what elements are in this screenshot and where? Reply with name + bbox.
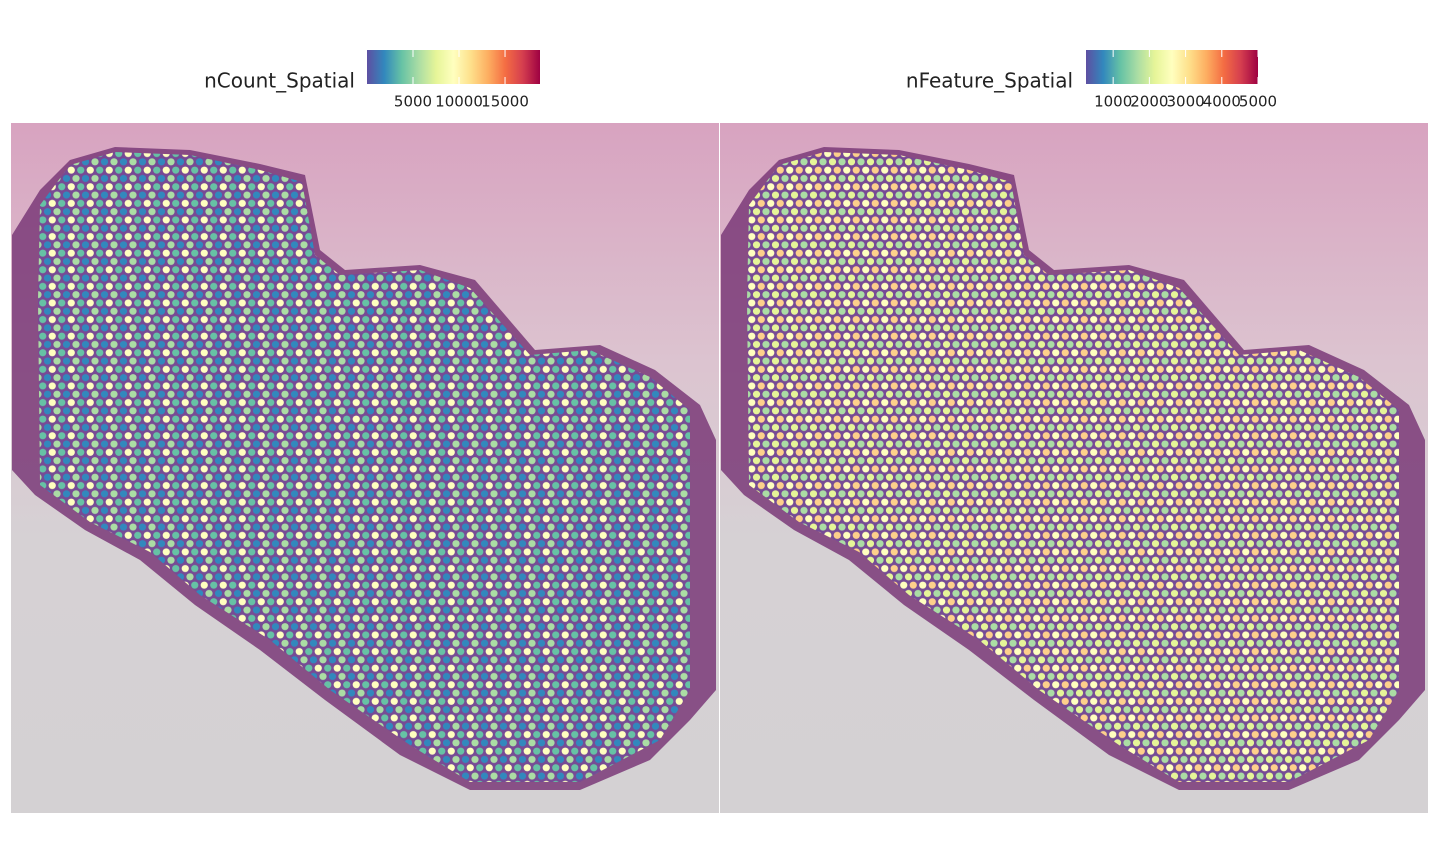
spots xyxy=(38,152,690,782)
colorbar-tick-label: 5000 xyxy=(1239,93,1277,111)
tissue-image xyxy=(720,123,1428,813)
colorbar-tick-label: 15000 xyxy=(481,93,529,111)
colorbar-tick-label: 4000 xyxy=(1203,93,1241,111)
colorbar-tick-label: 1000 xyxy=(1094,93,1132,111)
colorbar-tick-label: 10000 xyxy=(435,93,483,111)
colorbar xyxy=(1086,50,1258,84)
spots xyxy=(747,152,1399,782)
colorbar xyxy=(367,50,540,84)
tissue-image xyxy=(11,123,719,813)
colorbar-tick-label: 2000 xyxy=(1130,93,1168,111)
legend-title: nFeature_Spatial xyxy=(906,69,1073,93)
colorbar-tick-label: 3000 xyxy=(1166,93,1204,111)
colorbar-tick-label: 5000 xyxy=(394,93,432,111)
legend-title: nCount_Spatial xyxy=(204,69,355,93)
